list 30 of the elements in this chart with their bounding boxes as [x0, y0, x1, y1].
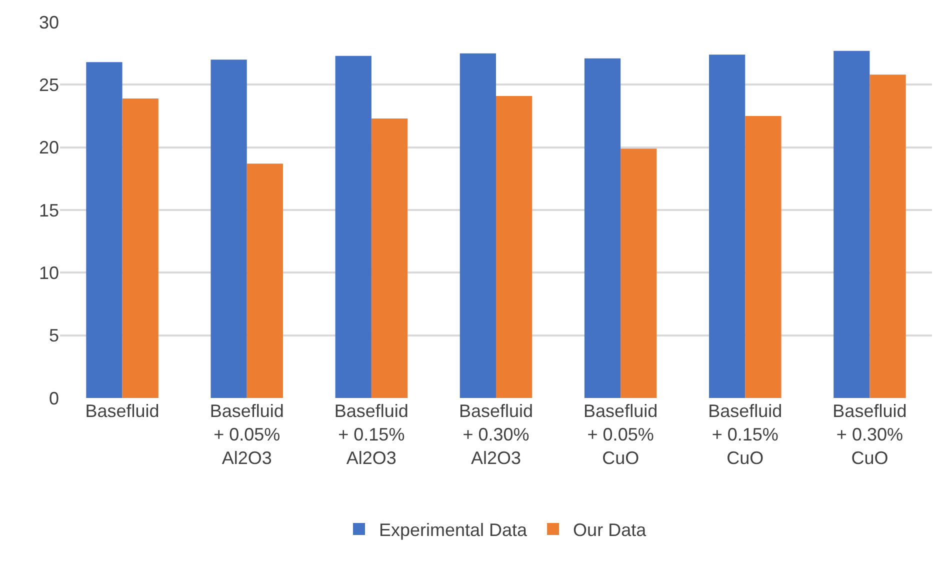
x-tick-label: Basefluid + 0.15% Al2O3 — [334, 401, 408, 468]
bar — [584, 58, 621, 398]
x-tick-label: Basefluid + 0.30% Al2O3 — [458, 401, 534, 468]
bar — [122, 98, 158, 398]
y-tick-label: 15 — [38, 200, 59, 220]
y-tick-label: 20 — [38, 138, 59, 158]
legend-label: Experimental Data — [379, 520, 528, 540]
bar — [335, 56, 372, 398]
bar — [870, 74, 906, 398]
legend-label: Our Data — [573, 520, 648, 540]
bar — [246, 164, 283, 398]
x-tick-label: Basefluid — [85, 401, 160, 421]
bar — [834, 50, 870, 398]
y-tick-label: 0 — [48, 388, 59, 408]
y-tick-label: 5 — [48, 326, 59, 346]
x-tick-label: Basefluid + 0.05% Al2O3 — [210, 401, 284, 468]
bar — [709, 54, 746, 398]
x-tick-label: Basefluid + 0.30% CuO — [832, 401, 907, 468]
bar — [496, 96, 532, 398]
bar — [620, 148, 657, 398]
x-tick-label: Basefluid + 0.15% CuO — [708, 401, 782, 468]
bar — [210, 60, 247, 398]
bar — [745, 116, 782, 398]
y-tick-label: 30 — [38, 12, 59, 32]
bar — [371, 118, 408, 398]
bar — [460, 53, 496, 398]
x-tick-label: Basefluid + 0.05% CuO — [584, 401, 658, 468]
y-tick-label: 10 — [38, 262, 59, 283]
bar — [86, 62, 122, 398]
y-tick-label: 25 — [38, 74, 59, 95]
